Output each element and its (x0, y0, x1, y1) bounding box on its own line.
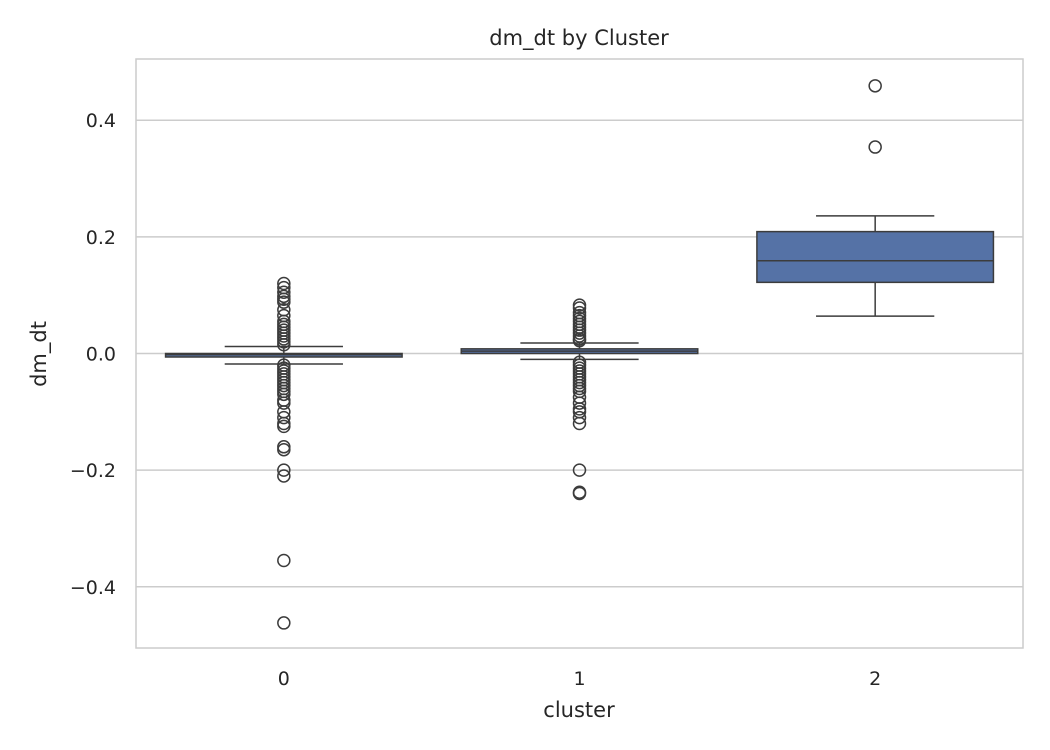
y-tick-label: 0.4 (86, 110, 116, 132)
y-axis-title: dm_dt (27, 321, 52, 387)
outlier-point (277, 440, 291, 454)
outlier-point (572, 416, 587, 431)
box-group-cluster-0 (164, 276, 403, 630)
plot-frame (135, 58, 1024, 649)
x-tick-label: 1 (573, 668, 585, 690)
outlier-point (277, 469, 291, 483)
outlier-point (572, 410, 587, 425)
box-iqr (756, 230, 995, 284)
outlier-point (277, 338, 291, 352)
box-series (164, 79, 995, 630)
x-tick-label: 2 (869, 668, 881, 690)
outlier-point (277, 419, 291, 434)
outlier-point (572, 396, 587, 410)
outlier-point (277, 442, 291, 457)
outlier-point (277, 276, 291, 291)
outlier-point (277, 616, 291, 630)
outlier-point (277, 553, 291, 568)
y-tick-label: 0.0 (86, 344, 116, 366)
outlier-point (868, 79, 882, 93)
y-tick-label: −0.4 (70, 577, 116, 599)
x-axis-title: cluster (543, 698, 615, 722)
outlier-point (277, 396, 291, 410)
x-tick-label: 0 (278, 668, 290, 690)
x-tick-labels: 0 1 2 (278, 668, 881, 690)
y-tick-labels: 0.4 0.2 0.0 −0.2 −0.4 (70, 110, 116, 599)
outlier-point (277, 295, 291, 309)
y-tick-label: 0.2 (86, 227, 116, 249)
outlier-point (277, 285, 291, 300)
chart-title: dm_dt by Cluster (489, 26, 669, 51)
outlier-point (868, 140, 882, 154)
outlier-point (572, 463, 587, 477)
outlier-point (277, 410, 291, 425)
box-group-cluster-1 (460, 298, 699, 501)
outlier-point (277, 463, 291, 477)
outlier-point (572, 486, 587, 501)
y-tick-label: −0.2 (70, 460, 116, 482)
outlier-point (572, 333, 587, 348)
box-group-cluster-2 (756, 79, 995, 317)
outlier-point (572, 301, 587, 315)
outlier-point (277, 387, 291, 402)
